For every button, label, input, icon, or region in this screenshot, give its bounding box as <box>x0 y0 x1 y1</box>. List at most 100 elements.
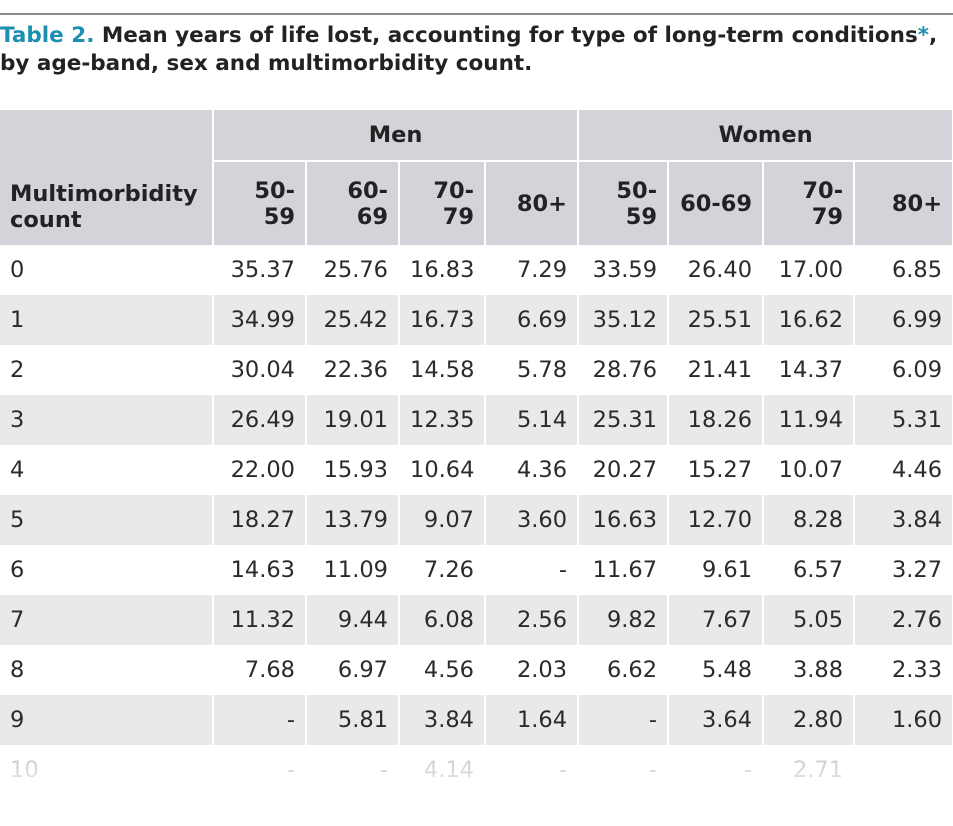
table-cell: 3.84 <box>854 495 953 545</box>
row-label: 9 <box>0 695 214 745</box>
table-cell: 11.32 <box>213 595 307 645</box>
column-header: 80+ <box>485 161 580 245</box>
table-cell: 4.46 <box>854 445 953 495</box>
table-cell: - <box>213 745 307 795</box>
table-label: Table 2. <box>0 23 95 48</box>
row-label: 5 <box>0 495 214 545</box>
table-cell: 9.07 <box>399 495 486 545</box>
table-cell: 7.67 <box>668 595 765 645</box>
table-cell: 4.14 <box>399 745 486 795</box>
table-cell: 15.93 <box>306 445 400 495</box>
table-cell: 9.82 <box>578 595 670 645</box>
table-cell: 2.71 <box>763 745 856 795</box>
table-cell: 16.63 <box>578 495 670 545</box>
footnote-star[interactable]: * <box>917 23 929 48</box>
table-cell: 6.97 <box>306 645 400 695</box>
table-row: 6 14.63 11.09 7.26 - 11.67 9.61 6.57 3.2… <box>0 545 953 595</box>
table-row: 9 - 5.81 3.84 1.64 - 3.64 2.80 1.60 <box>0 695 953 745</box>
table-cell: 22.00 <box>213 445 307 495</box>
table-cell: 34.99 <box>213 295 307 345</box>
table-cell: 5.78 <box>485 345 580 395</box>
table-cell: 12.35 <box>399 395 486 445</box>
row-label: 6 <box>0 545 214 595</box>
table-cell: 3.88 <box>763 645 856 695</box>
table-cell: 16.73 <box>399 295 486 345</box>
table-cell: 3.64 <box>668 695 765 745</box>
row-label: 0 <box>0 245 214 295</box>
row-label: 8 <box>0 645 214 695</box>
row-label: 7 <box>0 595 214 645</box>
row-header: Multimorbidity count <box>0 161 214 245</box>
table-cell: 9.61 <box>668 545 765 595</box>
row-label: 3 <box>0 395 214 445</box>
table-cell: 5.48 <box>668 645 765 695</box>
table-cell: 4.36 <box>485 445 580 495</box>
caption-line-2: by age-band, sex and multimorbidity coun… <box>0 51 533 76</box>
table-cell: 25.76 <box>306 245 400 295</box>
column-header: 70-79 <box>763 161 856 245</box>
row-label: 1 <box>0 295 214 345</box>
table-cell: 7.26 <box>399 545 486 595</box>
table-row: 4 22.00 15.93 10.64 4.36 20.27 15.27 10.… <box>0 445 953 495</box>
table-cell: 19.01 <box>306 395 400 445</box>
column-header: 60-69 <box>306 161 400 245</box>
table-cell: 15.27 <box>668 445 765 495</box>
column-header: 80+ <box>854 161 953 245</box>
table-cell: 33.59 <box>578 245 670 295</box>
table-cell: 16.83 <box>399 245 486 295</box>
table-cell: - <box>578 695 670 745</box>
group-header-women: Women <box>578 110 953 162</box>
table-cell: - <box>213 695 307 745</box>
table-row: 7 11.32 9.44 6.08 2.56 9.82 7.67 5.05 2.… <box>0 595 953 645</box>
table-row: 1 34.99 25.42 16.73 6.69 35.12 25.51 16.… <box>0 295 953 345</box>
column-header: 50-59 <box>213 161 307 245</box>
top-rule <box>0 13 953 15</box>
table-cell: 14.58 <box>399 345 486 395</box>
table-cell: - <box>578 745 670 795</box>
table-cell: 1.64 <box>485 695 580 745</box>
life-lost-table: Men Women Multimorbidity count 50-59 60-… <box>0 110 953 795</box>
table-cell <box>854 745 953 795</box>
table-row: 5 18.27 13.79 9.07 3.60 16.63 12.70 8.28… <box>0 495 953 545</box>
table-cell: 3.27 <box>854 545 953 595</box>
table-cell: 4.56 <box>399 645 486 695</box>
row-label: 4 <box>0 445 214 495</box>
caption-line-1: Table 2. Mean years of life lost, accoun… <box>0 22 953 50</box>
table-cell: 2.80 <box>763 695 856 745</box>
table-cell: 7.29 <box>485 245 580 295</box>
table-cell: 2.76 <box>854 595 953 645</box>
caption-text-end: , <box>929 23 938 48</box>
table-cell: - <box>668 745 765 795</box>
table-row: 0 35.37 25.76 16.83 7.29 33.59 26.40 17.… <box>0 245 953 295</box>
table-cell: 1.60 <box>854 695 953 745</box>
table-cell: 2.56 <box>485 595 580 645</box>
table-cell: 30.04 <box>213 345 307 395</box>
column-header: 50-59 <box>578 161 670 245</box>
group-header-row: Men Women <box>0 110 953 162</box>
table-cell: 2.33 <box>854 645 953 695</box>
table-cell: 6.62 <box>578 645 670 695</box>
table-row: 10 - - 4.14 - - - 2.71 <box>0 745 953 795</box>
table-cell: 11.09 <box>306 545 400 595</box>
table-cell: 18.26 <box>668 395 765 445</box>
table-cell: 17.00 <box>763 245 856 295</box>
table-cell: 7.68 <box>213 645 307 695</box>
table-cell: 5.05 <box>763 595 856 645</box>
table-cell: 5.14 <box>485 395 580 445</box>
table-cell: 13.79 <box>306 495 400 545</box>
row-label: 2 <box>0 345 214 395</box>
column-header-row: Multimorbidity count 50-59 60-69 70-79 8… <box>0 161 953 245</box>
table-cell: 25.31 <box>578 395 670 445</box>
table-cell: 3.84 <box>399 695 486 745</box>
table-cell: 22.36 <box>306 345 400 395</box>
table-cell: 6.57 <box>763 545 856 595</box>
table-row: 2 30.04 22.36 14.58 5.78 28.76 21.41 14.… <box>0 345 953 395</box>
table-cell: 28.76 <box>578 345 670 395</box>
table-container: Men Women Multimorbidity count 50-59 60-… <box>0 110 953 826</box>
table-row: 8 7.68 6.97 4.56 2.03 6.62 5.48 3.88 2.3… <box>0 645 953 695</box>
table-cell: - <box>306 745 400 795</box>
table-cell: 6.09 <box>854 345 953 395</box>
table-cell: 35.37 <box>213 245 307 295</box>
table-cell: 35.12 <box>578 295 670 345</box>
column-header: 60-69 <box>668 161 765 245</box>
